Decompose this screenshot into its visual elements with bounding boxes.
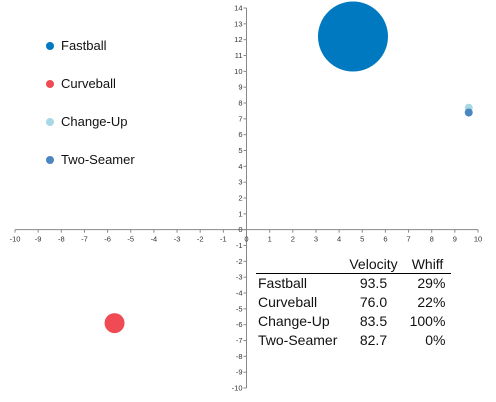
legend-label: Fastball (61, 38, 107, 53)
pitch-name: Fastball (258, 275, 308, 291)
y-tick-label: -6 (236, 320, 243, 329)
velocity-value: 93.5 (359, 275, 388, 291)
table-header-velocity: Velocity (343, 256, 404, 274)
x-tick-label: 7 (406, 235, 410, 244)
pitch-name: Two-Seamer (258, 332, 338, 348)
x-tick-label: -10 (10, 235, 21, 244)
y-tick-label: 6 (238, 130, 242, 139)
y-tick-label: 12 (234, 35, 242, 44)
y-tick-label: 11 (235, 51, 243, 60)
x-tick-label: 0 (244, 235, 248, 244)
y-tick-label: 1 (238, 209, 242, 218)
velocity-value: 76.0 (359, 294, 388, 310)
x-tick-label: -4 (151, 235, 158, 244)
x-tick-label: -3 (174, 235, 181, 244)
table-header-whiff: Whiff (403, 256, 452, 274)
y-tick-label: -7 (236, 336, 243, 345)
x-tick-label: -5 (127, 235, 134, 244)
y-tick-label: -9 (236, 368, 243, 377)
tick-labels: -10 -9 -8 -7 -6 -5 -4 -3 -2 -1 0 1 2 3 4 5 6 7 8 9 10-10-9-8… (10, 4, 483, 393)
axes (14, 7, 479, 389)
whiff-value: 100% (409, 313, 446, 329)
legend-label: Two-Seamer (61, 152, 135, 167)
legend-marker (46, 80, 54, 88)
whiff-value: 29% (417, 275, 446, 291)
table-header-pitch (256, 256, 344, 274)
velocity-value: 82.7 (359, 332, 388, 348)
table-row: Curveball 76.0 22% (256, 293, 451, 312)
bubble-two-seamer (464, 108, 473, 117)
pitch-name: Change-Up (258, 313, 330, 329)
legend-label: Curveball (61, 76, 116, 91)
legend-marker (46, 118, 54, 126)
y-tick-label: 5 (238, 146, 242, 155)
x-tick-label: -9 (35, 235, 42, 244)
x-tick-label: -8 (58, 235, 65, 244)
table-row: Change-Up 83.5 100% (256, 312, 451, 331)
y-tick-label: -8 (236, 352, 243, 361)
y-tick-label: -3 (236, 273, 243, 282)
pitch-name: Curveball (258, 294, 318, 310)
velocity-value: 83.5 (359, 313, 388, 329)
table-row: Fastball 93.5 29% (256, 274, 451, 294)
y-tick-label: 9 (238, 83, 242, 92)
x-tick-label: 1 (268, 235, 272, 244)
x-tick-label: -1 (220, 235, 227, 244)
x-tick-label: 5 (360, 235, 364, 244)
x-tick-label: -2 (197, 235, 204, 244)
x-tick-label: 8 (430, 235, 434, 244)
y-tick-label: 8 (238, 99, 242, 108)
y-tick-label: 3 (238, 178, 242, 187)
legend-label: Change-Up (61, 114, 128, 129)
bubbles (104, 1, 473, 334)
bubble-fastball (317, 1, 388, 72)
y-tick-label: 14 (234, 4, 242, 13)
x-tick-label: 2 (291, 235, 295, 244)
table-header-row: Velocity Whiff (256, 256, 452, 274)
x-tick-label: 6 (383, 235, 387, 244)
y-tick-label: 13 (234, 19, 242, 28)
y-tick-label: -1 (236, 241, 243, 250)
x-tick-label: -7 (81, 235, 88, 244)
whiff-value: 0% (425, 332, 446, 348)
legend-marker (46, 156, 54, 164)
y-tick-label: -4 (236, 289, 243, 298)
x-tick-label: -6 (104, 235, 111, 244)
y-tick-label: 10 (234, 67, 242, 76)
whiff-value: 22% (417, 294, 446, 310)
y-tick-label: 0 (238, 225, 242, 234)
x-tick-label: 3 (314, 235, 318, 244)
x-tick-label: 4 (337, 235, 341, 244)
x-tick-label: 9 (453, 235, 457, 244)
y-tick-label: -5 (236, 304, 243, 313)
x-tick-label: 10 (474, 235, 482, 244)
y-tick-label: -10 (232, 384, 243, 393)
legend-marker (46, 42, 54, 50)
table-row: Two-Seamer 82.7 0% (256, 331, 451, 350)
bubble-curveball (104, 313, 125, 334)
y-tick-label: 2 (238, 194, 242, 203)
y-tick-label: -2 (236, 257, 243, 266)
y-tick-label: 4 (238, 162, 242, 171)
y-tick-label: 7 (238, 114, 242, 123)
pitch-stats-table: Velocity Whiff Fastball 93.5 29% Curveba… (256, 256, 452, 350)
